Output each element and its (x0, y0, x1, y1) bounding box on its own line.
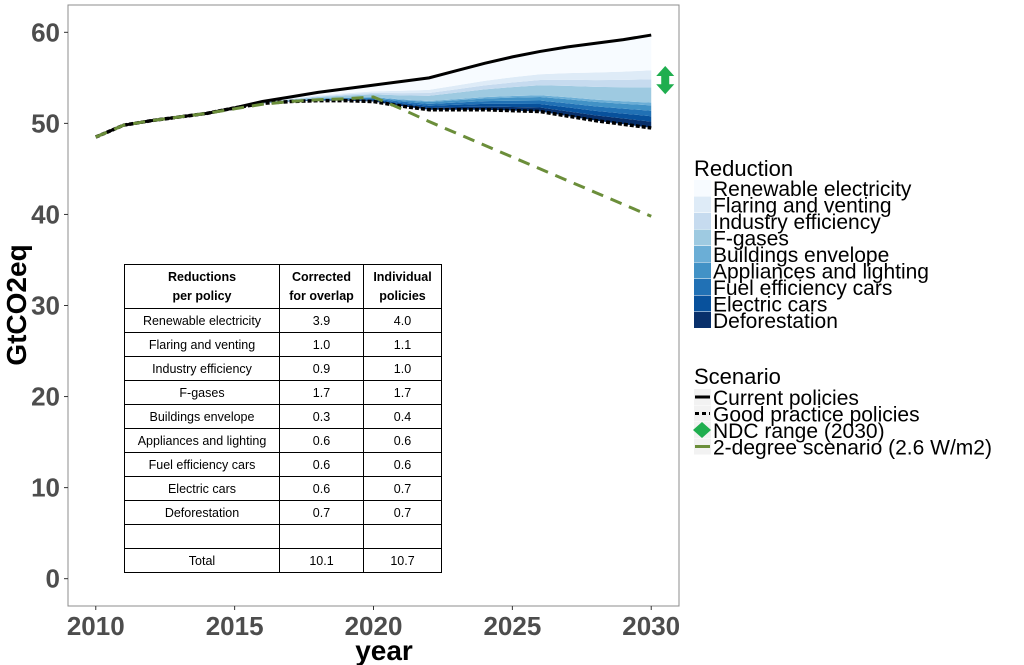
legend-label: Appliances and lighting (713, 261, 929, 284)
table-cell: 0.7 (363, 476, 442, 501)
x-tick-label: 2010 (67, 611, 125, 641)
y-tick-label: 60 (31, 17, 60, 47)
table-cell: Flaring and venting (124, 332, 280, 357)
legend-title-reduction: Reduction (694, 156, 793, 181)
x-tick-label: 2030 (622, 611, 680, 641)
table-cell: 0.6 (363, 428, 442, 453)
table-row: Buildings envelope 0.3 0.4 (124, 404, 442, 429)
table-cell: 4.0 (363, 308, 442, 333)
table-cell: Fuel efficiency cars (124, 452, 280, 477)
table-header: Corrected for overlap (279, 264, 364, 309)
y-tick-label: 0 (46, 564, 60, 594)
line-good-practice-policies (95, 98, 652, 139)
table-header: Individual policies (363, 264, 442, 309)
legend-label: Buildings envelope (713, 244, 889, 267)
legend-label: Electric cars (713, 294, 827, 317)
table-row: F-gases 1.7 1.7 (124, 380, 442, 405)
y-tick-label: 10 (31, 473, 60, 503)
table-cell: Appliances and lighting (124, 428, 280, 453)
table-cell: 3.9 (279, 308, 364, 333)
legend-key-flaring-and-venting (694, 196, 711, 213)
table-cell: 0.6 (279, 476, 364, 501)
table-cell (124, 524, 280, 549)
table-cell: 0.6 (279, 452, 364, 477)
table-cell: 10.7 (363, 548, 442, 573)
legend-title-scenario: Scenario (694, 364, 781, 389)
legend-key-ndc-icon (693, 422, 711, 438)
line-2-degree-scenario-2-6-w-m2- (95, 95, 652, 218)
legend-label: Current policies (713, 387, 859, 410)
table-cell: 1.7 (363, 380, 442, 405)
table-cell: 1.0 (363, 356, 442, 381)
legend-key-buildings-envelope (694, 246, 711, 262)
legend-key-industry-efficiency (694, 213, 711, 229)
legend-key-fuel-efficiency-cars (694, 279, 711, 295)
table-cell: Buildings envelope (124, 404, 280, 429)
table-row: Appliances and lighting 0.6 0.6 (124, 428, 442, 453)
x-axis-label: year (355, 635, 413, 665)
legend-label: Industry efficiency (713, 211, 881, 234)
line-current-policies (95, 33, 652, 139)
table-row: Renewable electricity 3.9 4.0 (124, 308, 442, 333)
legend-key-deforestation (694, 312, 711, 328)
table-cell: 0.7 (279, 500, 364, 525)
band-flaring-and-venting (95, 70, 652, 138)
x-tick-label: 2025 (483, 611, 541, 641)
y-tick-label: 20 (31, 382, 60, 412)
table-cell: 10.1 (279, 548, 364, 573)
legend-key-appliances-and-lighting (694, 262, 711, 279)
band-industry-efficiency (95, 79, 652, 138)
table-cell (363, 524, 442, 549)
table-cell: 0.6 (363, 452, 442, 477)
table-row: Deforestation 0.7 0.7 (124, 500, 442, 525)
y-tick-label: 50 (31, 108, 60, 138)
legend-key-renewable-electricity (694, 180, 711, 196)
table-row: Industry efficiency 0.9 1.0 (124, 356, 442, 381)
table-row (124, 524, 442, 549)
table-row: Fuel efficiency cars 0.6 0.6 (124, 452, 442, 477)
legend-label: 2-degree scenario (2.6 W/m2) (713, 437, 992, 460)
y-axis-label: GtCO2eq (1, 244, 32, 365)
legend-label: Fuel efficiency cars (713, 277, 892, 300)
x-tick-label: 2020 (345, 611, 403, 641)
table-cell: 1.0 (279, 332, 364, 357)
table-cell: 1.1 (363, 332, 442, 357)
table-cell: Industry efficiency (124, 356, 280, 381)
table-cell: 0.6 (279, 428, 364, 453)
legend-label: NDC range (2030) (713, 420, 885, 443)
legend-label: Good practice policies (713, 404, 920, 427)
y-tick-label: 40 (31, 199, 60, 229)
legend-label: Flaring and venting (713, 195, 892, 218)
table-row: Electric cars 0.6 0.7 (124, 476, 442, 501)
table-cell: F-gases (124, 380, 280, 405)
ndc-range-arrow-icon (656, 66, 675, 95)
table-cell: 0.3 (279, 404, 364, 429)
table-cell: Deforestation (124, 500, 280, 525)
legend-key-electric-cars (694, 295, 711, 312)
reductions-table: Reductions per policy Corrected for overl… (124, 264, 442, 573)
y-tick-label: 30 (31, 291, 60, 321)
table-cell: Renewable electricity (124, 308, 280, 333)
table-row: Total 10.1 10.7 (124, 548, 442, 573)
table-cell: 1.7 (279, 380, 364, 405)
legend-key-f-gases (694, 229, 711, 246)
table-cell: 0.9 (279, 356, 364, 381)
x-tick-label: 2015 (206, 611, 264, 641)
table-cell (279, 524, 364, 549)
table-cell: Total (124, 548, 280, 573)
table-cell: 0.7 (363, 500, 442, 525)
table-row: Flaring and venting 1.0 1.1 (124, 332, 442, 357)
legend-label: Renewable electricity (713, 178, 912, 201)
table-cell: 0.4 (363, 404, 442, 429)
legend-label: F-gases (713, 228, 789, 251)
legend-label: Deforestation (713, 310, 838, 333)
table-cell: Electric cars (124, 476, 280, 501)
table-header: Reductions per policy (124, 264, 280, 309)
